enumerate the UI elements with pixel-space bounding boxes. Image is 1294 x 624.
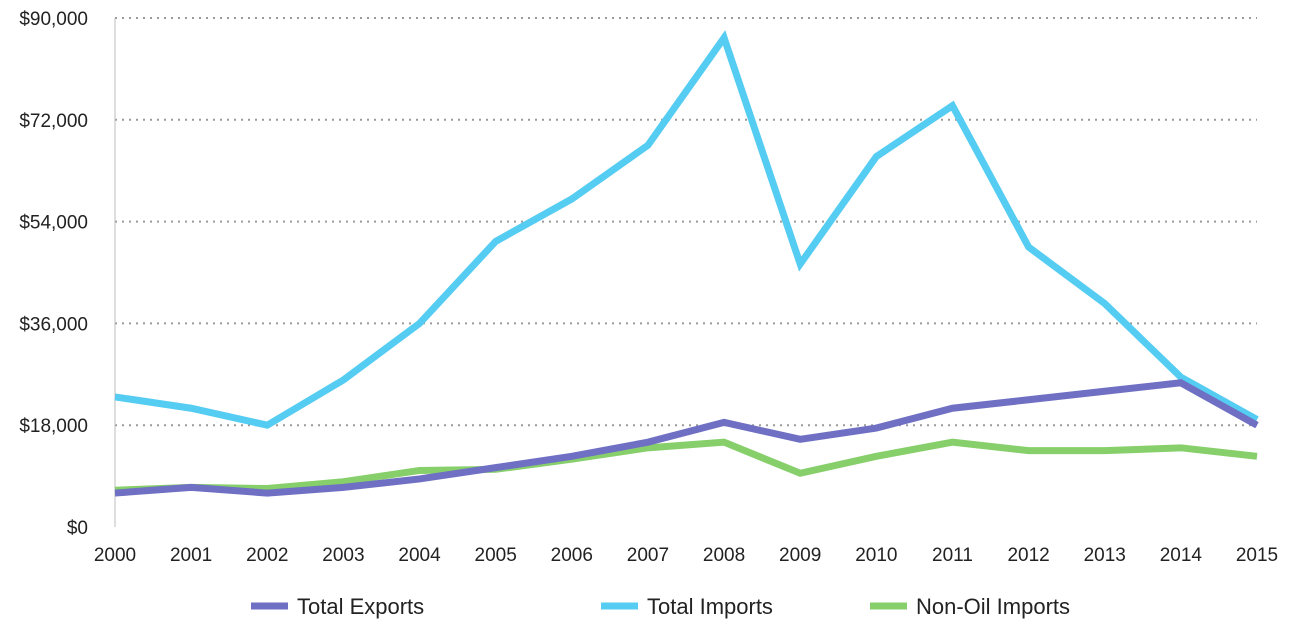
legend-item: Total Exports: [251, 594, 424, 619]
gridlines: [115, 17, 1257, 427]
x-tick-label: 2000: [94, 545, 136, 566]
x-tick-label: 2002: [246, 545, 288, 566]
x-tick-label: 2013: [1084, 545, 1126, 566]
series-line-non-oil-imports: [114, 438, 1258, 494]
x-tick-label: 2001: [170, 545, 212, 566]
x-tick-label: 2011: [932, 545, 973, 566]
x-tick-label: 2014: [1160, 545, 1203, 566]
x-tick-label: 2010: [855, 545, 897, 566]
series-line-total-imports: [114, 30, 1259, 429]
y-tick-label: $18,000: [19, 416, 88, 437]
x-tick-label: 2004: [398, 545, 441, 566]
series-lines: [114, 30, 1259, 497]
x-tick-label: 2005: [475, 545, 517, 566]
x-tick-label: 2007: [627, 545, 669, 566]
y-tick-label: $36,000: [19, 314, 88, 335]
legend: Total Exports Total Imports Non-Oil Import…: [251, 594, 1070, 619]
y-tick-label: $90,000: [19, 9, 88, 30]
x-tick-label: 2015: [1236, 545, 1278, 566]
x-tick-label: 2006: [551, 545, 593, 566]
x-tick-label: 2012: [1007, 545, 1049, 566]
x-tick-label: 2003: [322, 545, 364, 566]
x-tick-label: 2008: [703, 545, 745, 566]
x-axis-tick-labels: 2000 2001 2002 2003 2004 2005 2006 2007 2008 2009…: [94, 545, 1278, 566]
y-tick-label: $0: [67, 518, 88, 539]
y-axis-tick-labels: $0 $18,000 $36,000 $54,000 $72,000 $90,000: [19, 9, 88, 539]
y-tick-label: $54,000: [19, 213, 88, 234]
x-tick-label: 2009: [779, 545, 821, 566]
series-line-total-exports: [114, 379, 1259, 497]
y-tick-label: $72,000: [19, 111, 88, 132]
legend-label: Total Exports: [297, 594, 424, 619]
legend-item: Non-Oil Imports: [870, 594, 1070, 619]
legend-label: Total Imports: [647, 594, 773, 619]
legend-item: Total Imports: [601, 594, 773, 619]
legend-label: Non-Oil Imports: [916, 594, 1070, 619]
